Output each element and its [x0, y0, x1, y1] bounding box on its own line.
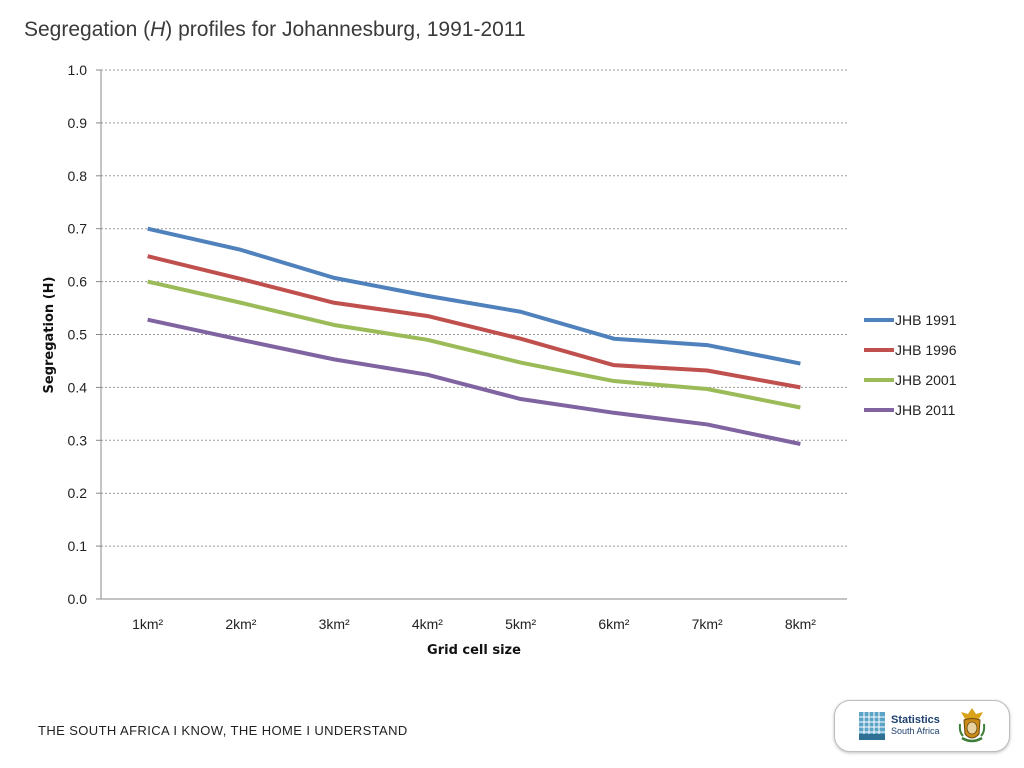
series-line-jhb-2001 [147, 279, 801, 410]
series-line-jhb-1991 [147, 226, 801, 366]
legend: JHB 1991 JHB 1996 JHB 2001 JHB 2011 [864, 312, 957, 418]
logo-subtitle: South Africa [891, 726, 940, 736]
x-tick-label: 3km² [319, 616, 350, 632]
legend-label: JHB 1996 [895, 342, 957, 358]
x-tick-labels: 1km² 2km² 3km² 4km² 5km² 6km² 7km² 8km² [132, 616, 816, 632]
legend-label: JHB 1991 [895, 312, 957, 328]
x-tick-label: 7km² [692, 616, 723, 632]
y-tick-label: 0.5 [68, 327, 88, 343]
x-tick-label: 2km² [225, 616, 256, 632]
footer-tagline: THE SOUTH AFRICA I KNOW, THE HOME I UNDE… [38, 723, 408, 738]
y-tick-label: 0.7 [68, 221, 88, 237]
y-tick-labels: 0.0 0.1 0.2 0.3 0.4 0.5 0.6 0.7 0.8 0.9 1.0 [68, 62, 88, 607]
legend-label: JHB 2001 [895, 372, 957, 388]
x-tick-label: 4km² [412, 616, 443, 632]
title-prefix: Segregation ( [24, 18, 151, 41]
y-tick-label: 0.3 [68, 432, 88, 448]
y-tick-label: 0.8 [68, 168, 88, 184]
x-axis-title: Grid cell size [427, 643, 521, 658]
y-tick-label: 1.0 [68, 62, 88, 78]
legend-label: JHB 2011 [895, 402, 956, 418]
series-line-jhb-2011 [147, 317, 801, 446]
y-tick-label: 0.1 [68, 538, 88, 554]
y-tick-label: 0.9 [68, 115, 88, 131]
stats-grid-icon [859, 712, 885, 740]
coat-of-arms-icon [958, 708, 986, 743]
logo-name: Statistics [891, 714, 940, 726]
title-suffix: ) profiles for Johannesburg, 1991-2011 [165, 18, 526, 41]
x-tick-label: 1km² [132, 616, 163, 632]
line-chart: 0.0 0.1 0.2 0.3 0.4 0.5 0.6 0.7 0.8 0.9 1.0 1km² 2k… [42, 62, 957, 658]
title-italic-h: H [150, 18, 166, 41]
y-tick-label: 0.2 [68, 485, 88, 501]
x-tick-label: 5km² [505, 616, 536, 632]
axes [96, 69, 847, 600]
x-tick-label: 8km² [785, 616, 816, 632]
y-tick-label: 0.0 [68, 591, 88, 607]
y-tick-label: 0.4 [68, 379, 88, 395]
stats-sa-logo: Statistics South Africa [834, 700, 1010, 752]
x-tick-label: 6km² [598, 616, 629, 632]
chart-title: Segregation (H) profiles for Johannesbur… [24, 18, 526, 42]
y-tick-label: 0.6 [68, 274, 88, 290]
y-axis-title: Segregation (H) [42, 277, 57, 394]
gridlines [101, 69, 847, 547]
series-line-jhb-1996 [147, 254, 801, 390]
series-lines [147, 226, 801, 446]
